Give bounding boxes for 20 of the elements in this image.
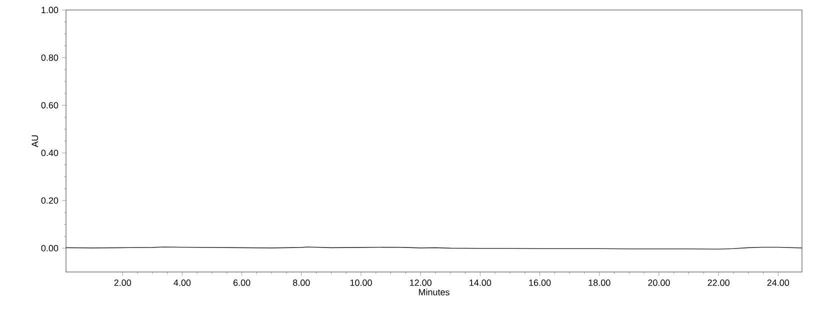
x-tick-label: 12.00 xyxy=(410,280,432,286)
y-tick-label: 0.60 xyxy=(41,102,58,108)
x-tick-label: 10.00 xyxy=(350,280,372,286)
x-tick-label: 6.00 xyxy=(234,280,250,286)
x-tick-label: 8.00 xyxy=(293,280,310,286)
y-tick-label: 0.80 xyxy=(41,54,58,61)
x-axis-title: Minutes xyxy=(418,288,450,296)
y-tick-label: 0.20 xyxy=(41,197,58,204)
x-tick-label: 18.00 xyxy=(588,280,610,286)
x-tick-label: 2.00 xyxy=(114,280,132,286)
x-tick-label: 16.00 xyxy=(529,280,551,286)
y-tick-label: 1.00 xyxy=(42,6,58,14)
x-tick-label: 14.00 xyxy=(470,280,492,286)
y-tick-label: 0.40 xyxy=(41,150,58,156)
x-tick-label: 24.00 xyxy=(767,280,790,286)
y-axis-title: AU xyxy=(32,135,38,148)
y-tick-label: 0.00 xyxy=(41,244,58,252)
x-tick-label: 20.00 xyxy=(648,280,670,286)
x-tick-label: 4.00 xyxy=(174,280,191,286)
x-tick-label: 22.00 xyxy=(708,280,730,286)
